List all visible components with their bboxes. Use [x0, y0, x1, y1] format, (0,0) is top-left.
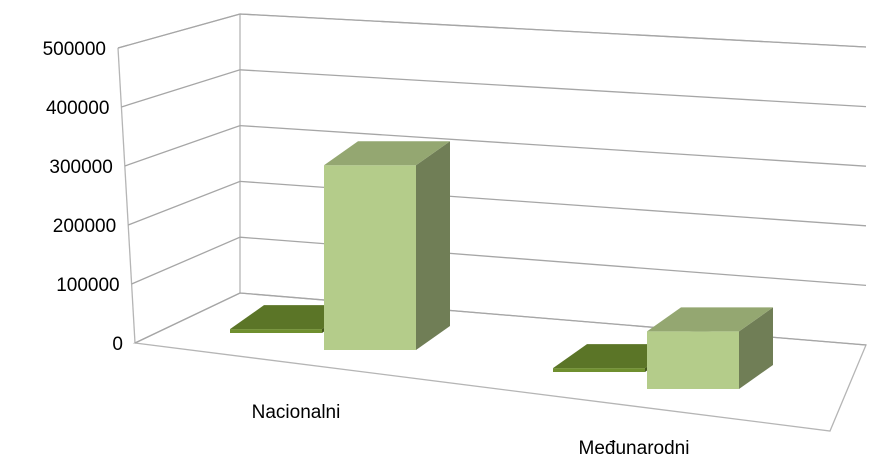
gridlines: [117, 13, 867, 346]
y-tick-label: 200000: [53, 216, 116, 237]
bar-top: [647, 307, 773, 332]
bars: [230, 141, 773, 389]
gridline: [131, 236, 867, 287]
bar: [230, 329, 322, 333]
bar-side: [416, 141, 450, 350]
x-axis-categories: Nacionalni Međunarodni: [252, 402, 690, 459]
y-tick-label: 100000: [56, 275, 119, 296]
gridline: [124, 124, 867, 167]
bar-side: [739, 307, 773, 389]
gridline: [127, 180, 867, 227]
y-tick-label: 400000: [46, 98, 109, 119]
left-wall-edge: [117, 47, 136, 344]
bar: [324, 165, 416, 350]
y-tick-label: 300000: [49, 157, 112, 178]
bar: [647, 331, 739, 389]
bar: [553, 368, 645, 372]
y-axis-ticks: 0 100000 200000 300000 400000 500000: [43, 39, 123, 355]
wall-top-edge: [117, 13, 867, 49]
gridline: [117, 13, 867, 49]
x-category-label: Nacionalni: [252, 402, 341, 423]
gridline: [121, 69, 867, 108]
y-tick-label: 500000: [43, 39, 106, 60]
y-tick-label: 0: [112, 334, 123, 355]
x-category-label: Međunarodni: [579, 438, 690, 459]
bar-top: [324, 141, 450, 166]
